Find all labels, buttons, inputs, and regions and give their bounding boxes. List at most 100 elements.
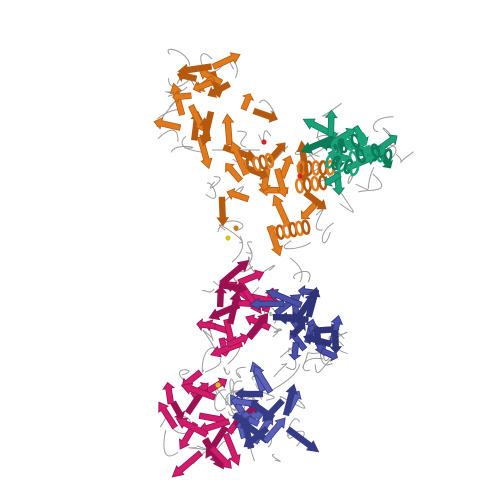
alpha-helix-turn: [349, 160, 360, 177]
beta-strand: [192, 79, 214, 94]
beta-strand: [211, 52, 241, 70]
beta-strand: [289, 321, 306, 339]
alpha-helix-turn: [357, 131, 368, 147]
alpha-helix-turn: [311, 160, 321, 176]
beta-strand: [324, 109, 338, 137]
alpha-helix-turn: [302, 177, 312, 193]
beta-strand: [158, 401, 178, 430]
beta-strand: [262, 417, 286, 444]
coil-loop: [157, 129, 179, 142]
coil-loop: [163, 430, 179, 457]
beta-strand: [252, 107, 279, 123]
coil-loop: [167, 48, 191, 66]
coil-loop: [337, 186, 354, 213]
beta-strand: [331, 127, 356, 146]
coil-loop: [355, 166, 375, 190]
ligand-atom: [297, 173, 303, 179]
beta-strand: [377, 134, 398, 152]
beta-strand: [265, 289, 303, 309]
coil-loop: [283, 240, 312, 250]
coil-loop: [167, 86, 188, 97]
beta-strand: [172, 90, 192, 104]
beta-strand: [170, 400, 186, 420]
beta-strand: [218, 281, 248, 295]
green-subunit: [300, 109, 398, 196]
coil-loop: [272, 329, 282, 338]
beta-strand: [226, 332, 249, 348]
beta-strand: [248, 297, 285, 311]
beta-strand: [226, 187, 250, 203]
coil-loop: [178, 369, 190, 382]
coil-loop: [255, 383, 275, 401]
coil-loop: [223, 367, 231, 375]
coil-loop: [315, 208, 324, 231]
beta-strand: [288, 341, 302, 361]
ligand-atom: [215, 382, 221, 388]
beta-strand: [230, 394, 253, 408]
beta-strand: [225, 162, 244, 183]
beta-strand: [171, 450, 203, 478]
beta-strand: [227, 290, 242, 325]
coil-loop: [237, 130, 247, 148]
coil-loop: [214, 389, 227, 412]
beta-strand: [180, 382, 217, 401]
alpha-helix-turn: [264, 152, 275, 169]
beta-strand: [282, 383, 298, 417]
light-chain-variable: [248, 284, 344, 362]
coil-loop: [258, 130, 272, 143]
beta-strand: [240, 93, 255, 112]
ligand-accents: [215, 139, 303, 388]
coil-loop: [209, 176, 221, 189]
coil-loop: [201, 288, 215, 293]
beta-strand: [266, 142, 286, 164]
alpha-helix-turn: [310, 175, 320, 192]
beta-strand: [231, 412, 249, 428]
coil-loop: [372, 116, 394, 133]
alpha-helix-turn: [370, 143, 381, 159]
coil-loop: [307, 151, 320, 163]
coil-loop: [273, 363, 288, 378]
beta-strand: [216, 196, 230, 227]
coil-loop: [235, 366, 246, 379]
ribbon-domains: [153, 52, 398, 478]
coil-loop: [321, 222, 334, 244]
coil-loop: [246, 241, 253, 254]
middle-propeller-domain: [216, 140, 335, 257]
beta-strand: [274, 167, 289, 198]
beta-strand: [196, 318, 216, 332]
coil-loop: [218, 224, 243, 244]
ligand-atom: [233, 225, 239, 231]
coil-loop: [302, 357, 323, 372]
alpha-helix-turn: [356, 148, 366, 164]
coil-loop: [357, 173, 383, 193]
beta-strand: [272, 311, 302, 324]
alpha-helix-turn: [294, 178, 305, 194]
beta-strand: [175, 417, 209, 438]
beta-strand: [221, 113, 235, 146]
coil-loop: [217, 220, 244, 233]
coil-loop: [225, 391, 240, 406]
beta-strand: [188, 104, 206, 132]
coil-loop: [200, 53, 223, 73]
beta-strand: [208, 445, 232, 469]
coil-loop: [170, 145, 194, 153]
beta-strand: [222, 432, 241, 467]
beta-strand: [300, 201, 318, 220]
beta-strand: [253, 365, 274, 394]
beta-strand: [285, 426, 320, 453]
linker-loop: [239, 247, 253, 273]
beta-strand: [177, 63, 213, 77]
beta-strand: [329, 329, 343, 354]
beta-strand: [214, 286, 228, 308]
beta-strand: [219, 259, 250, 286]
alpha-helix-turn: [383, 148, 393, 164]
coil-loop: [271, 454, 281, 462]
coil-loop: [202, 329, 216, 350]
linker-loop: [289, 257, 303, 283]
coil-loop: [347, 173, 355, 184]
beta-strand: [324, 171, 342, 187]
linker-loop: [204, 357, 222, 373]
beta-strand: [303, 190, 327, 210]
coil-loop: [279, 396, 306, 409]
beta-strand: [246, 165, 269, 181]
